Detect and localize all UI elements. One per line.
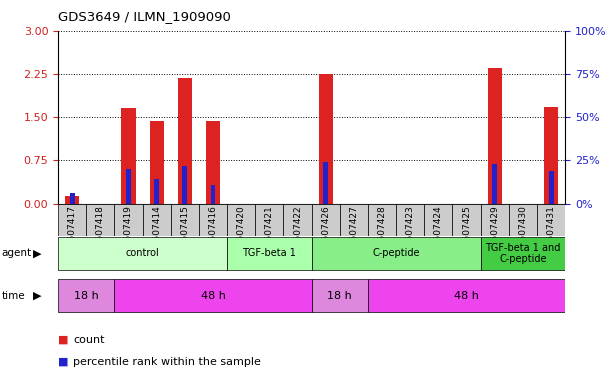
Text: GSM507416: GSM507416 [208, 205, 218, 260]
Bar [340, 204, 368, 236]
Bar [126, 169, 131, 204]
Text: TGF-beta 1 and
C-peptide: TGF-beta 1 and C-peptide [485, 243, 561, 264]
Text: GSM507417: GSM507417 [68, 205, 76, 260]
Bar [284, 204, 312, 236]
Text: GSM507429: GSM507429 [490, 205, 499, 260]
Text: GSM507414: GSM507414 [152, 205, 161, 260]
Bar [154, 179, 159, 204]
Text: GSM507430: GSM507430 [518, 205, 527, 260]
Bar [537, 204, 565, 236]
Bar [509, 204, 537, 236]
Bar [211, 185, 216, 204]
Bar [70, 193, 75, 204]
Text: GDS3649 / ILMN_1909090: GDS3649 / ILMN_1909090 [58, 10, 231, 23]
Bar [481, 204, 509, 236]
Text: 18 h: 18 h [74, 291, 98, 301]
Bar [492, 164, 497, 204]
Text: GSM507420: GSM507420 [236, 205, 246, 260]
Bar [58, 279, 114, 312]
Bar [182, 166, 188, 204]
Bar [312, 204, 340, 236]
Text: ■: ■ [58, 357, 68, 367]
Text: GSM507425: GSM507425 [462, 205, 471, 260]
Bar [396, 204, 424, 236]
Bar [86, 204, 114, 236]
Text: 48 h: 48 h [454, 291, 479, 301]
Text: 48 h: 48 h [200, 291, 225, 301]
Text: GSM507431: GSM507431 [547, 205, 555, 260]
Text: ▶: ▶ [33, 291, 42, 301]
Bar [488, 68, 502, 204]
Bar [481, 237, 565, 270]
Text: GSM507419: GSM507419 [124, 205, 133, 260]
Bar [549, 171, 554, 204]
Text: GSM507423: GSM507423 [406, 205, 415, 260]
Bar [58, 204, 86, 236]
Bar [65, 196, 79, 204]
Text: agent: agent [2, 248, 32, 258]
Text: percentile rank within the sample: percentile rank within the sample [73, 357, 261, 367]
Bar [170, 204, 199, 236]
Text: GSM507421: GSM507421 [265, 205, 274, 260]
Bar [368, 279, 565, 312]
Text: 18 h: 18 h [327, 291, 352, 301]
Bar [424, 204, 453, 236]
Bar [312, 237, 481, 270]
Bar [150, 121, 164, 204]
Bar [178, 78, 192, 204]
Text: GSM507428: GSM507428 [378, 205, 387, 260]
Bar [227, 237, 312, 270]
Bar [323, 162, 328, 204]
Text: GSM507427: GSM507427 [349, 205, 359, 260]
Text: GSM507418: GSM507418 [96, 205, 105, 260]
Bar [312, 279, 368, 312]
Text: GSM507424: GSM507424 [434, 205, 443, 260]
Text: ■: ■ [58, 335, 68, 345]
Bar [544, 107, 558, 204]
Bar [142, 204, 170, 236]
Text: control: control [126, 248, 159, 258]
Text: TGF-beta 1: TGF-beta 1 [243, 248, 296, 258]
Text: GSM507426: GSM507426 [321, 205, 330, 260]
Text: GSM507422: GSM507422 [293, 205, 302, 260]
Bar [114, 204, 142, 236]
Bar [58, 237, 227, 270]
Text: C-peptide: C-peptide [372, 248, 420, 258]
Text: time: time [2, 291, 26, 301]
Bar [368, 204, 396, 236]
Bar [206, 121, 220, 204]
Bar [122, 109, 136, 204]
Bar [199, 204, 227, 236]
Text: GSM507415: GSM507415 [180, 205, 189, 260]
Bar [227, 204, 255, 236]
Bar [319, 74, 333, 204]
Text: count: count [73, 335, 105, 345]
Text: ▶: ▶ [33, 248, 42, 258]
Bar [255, 204, 284, 236]
Bar [453, 204, 481, 236]
Bar [114, 279, 312, 312]
